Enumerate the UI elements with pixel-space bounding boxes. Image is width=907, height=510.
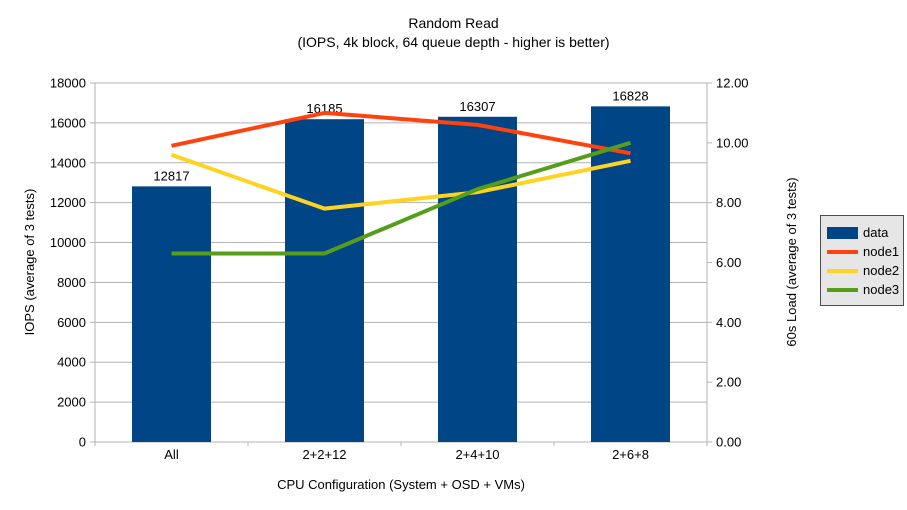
- line-node1: [171, 110, 631, 156]
- bar: [438, 116, 517, 443]
- bar: [591, 106, 670, 443]
- right-tick-label: 4.00: [716, 315, 741, 330]
- bar-value-label: 12817: [153, 168, 189, 183]
- legend-label: data: [863, 224, 889, 240]
- legend-label: node1: [863, 243, 900, 259]
- bar-value-label: 16307: [459, 99, 495, 114]
- chart-title: Random Read: [408, 15, 499, 31]
- right-tick-label: 10.00: [716, 135, 749, 150]
- legend-swatch-node3: [827, 287, 858, 292]
- legend-item-node2: node2: [827, 261, 903, 280]
- legend-label: node2: [863, 262, 900, 278]
- line-node2: [170, 152, 631, 211]
- right-tick-label: 6.00: [716, 255, 741, 270]
- bar: [132, 186, 211, 442]
- x-axis-title: CPU Configuration (System + OSD + VMs): [277, 477, 525, 492]
- left-tick-label: 12000: [50, 195, 86, 210]
- bar: [285, 119, 364, 443]
- line-node3: [171, 140, 632, 256]
- legend-swatch-node2: [827, 268, 858, 273]
- x-tick-label: 2+4+10: [455, 447, 499, 462]
- bar-value-label: 16828: [612, 88, 648, 103]
- right-tick-label: 8.00: [716, 195, 741, 210]
- right-tick-label: 2.00: [716, 375, 741, 390]
- legend-item-node1: node1: [827, 242, 903, 261]
- x-tick-label: All: [164, 447, 179, 462]
- legend-item-node3: node3: [827, 280, 903, 299]
- x-tick-label: 2+2+12: [302, 447, 346, 462]
- left-tick-label: 6000: [57, 315, 86, 330]
- left-tick-label: 4000: [57, 355, 86, 370]
- legend-label: node3: [863, 281, 900, 297]
- legend-swatch-data: [827, 226, 858, 239]
- left-tick-label: 0: [79, 435, 86, 450]
- legend-swatch-node1: [827, 249, 858, 254]
- right-tick-label: 12.00: [716, 76, 749, 91]
- left-tick-label: 8000: [57, 275, 86, 290]
- left-tick-label: 10000: [50, 235, 86, 250]
- left-tick-label: 14000: [50, 155, 86, 170]
- left-axis-title: IOPS (average of 3 tests): [22, 188, 37, 336]
- chart-titles: Random Read (IOPS, 4k block, 64 queue de…: [0, 14, 907, 52]
- legend-item-data: data: [827, 223, 903, 242]
- right-axis-title: 60s Load (average of 3 tests): [784, 177, 799, 347]
- left-tick-label: 16000: [50, 115, 86, 130]
- left-tick-label: 18000: [50, 76, 86, 91]
- right-tick-label: 0.00: [716, 435, 741, 450]
- chart-subtitle: (IOPS, 4k block, 64 queue depth - higher…: [297, 34, 610, 50]
- left-tick-label: 2000: [57, 395, 86, 410]
- x-tick-label: 2+6+8: [612, 447, 649, 462]
- legend: data node1 node2 node3: [820, 215, 904, 306]
